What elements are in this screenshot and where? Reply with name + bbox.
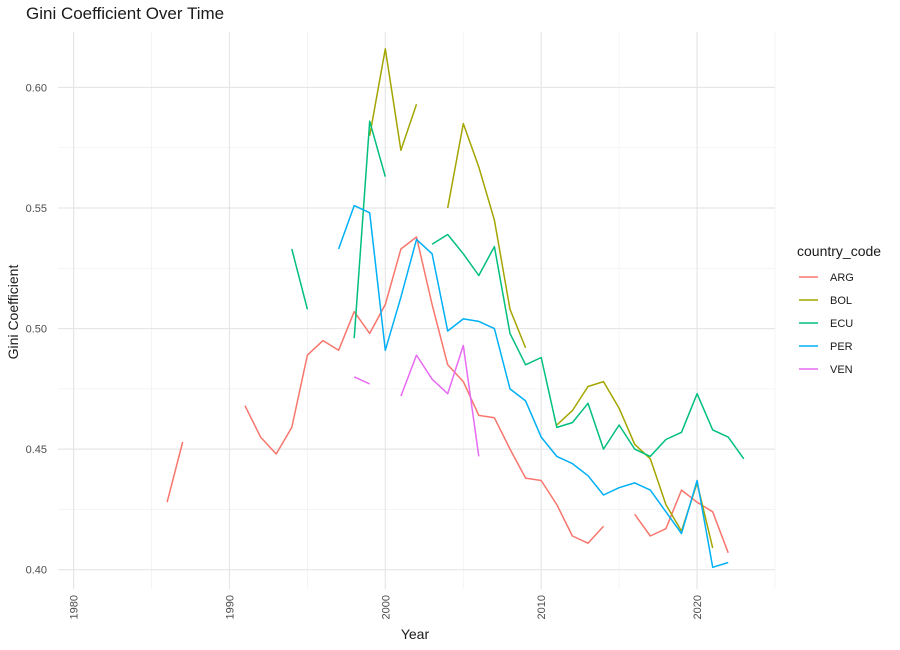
legend: country_code ARG BOL ECU PER VEN	[797, 243, 881, 376]
chart-title: Gini Coefficient Over Time	[26, 4, 225, 23]
x-tick-label: 1990	[224, 595, 236, 619]
series-line-bol	[556, 380, 714, 549]
y-tick-label: 0.40	[26, 565, 47, 577]
y-tick-label: 0.50	[26, 324, 47, 336]
legend-label-arg: ARG	[830, 272, 854, 284]
x-tick-label: 2010	[536, 595, 548, 619]
legend-label-per: PER	[830, 341, 853, 353]
legend-label-ecu: ECU	[830, 318, 853, 330]
series-line-ecu	[291, 248, 309, 310]
y-tick-label: 0.45	[26, 444, 47, 456]
series-line-ven	[400, 344, 480, 457]
y-tick-label: 0.55	[26, 203, 47, 215]
minor-gridlines	[58, 32, 776, 589]
legend-title: country_code	[797, 243, 881, 259]
series-line-bol	[368, 48, 418, 151]
x-axis-ticks: 1980 1990 2000 2010 2020	[69, 595, 704, 619]
series-line-arg	[244, 236, 605, 544]
series-line-ecu	[353, 120, 387, 339]
legend-label-ven: VEN	[830, 364, 853, 376]
series-line-per	[337, 204, 729, 569]
series-line-ecu	[431, 233, 745, 460]
y-axis-title: Gini Coefficient	[5, 265, 21, 360]
x-tick-label: 2020	[692, 595, 704, 619]
series-line-ven	[353, 376, 371, 385]
y-axis-ticks: 0.40 0.45 0.50 0.55 0.60	[26, 82, 47, 576]
series-line-bol	[446, 122, 527, 349]
series-line-arg	[634, 489, 729, 554]
x-axis-title: Year	[401, 626, 430, 642]
x-tick-label: 1980	[69, 595, 81, 619]
major-gridlines	[58, 32, 775, 589]
x-tick-label: 2000	[380, 595, 392, 619]
series-lines	[166, 48, 745, 569]
legend-label-bol: BOL	[830, 295, 852, 307]
y-tick-label: 0.60	[26, 82, 47, 94]
series-line-arg	[166, 441, 184, 503]
